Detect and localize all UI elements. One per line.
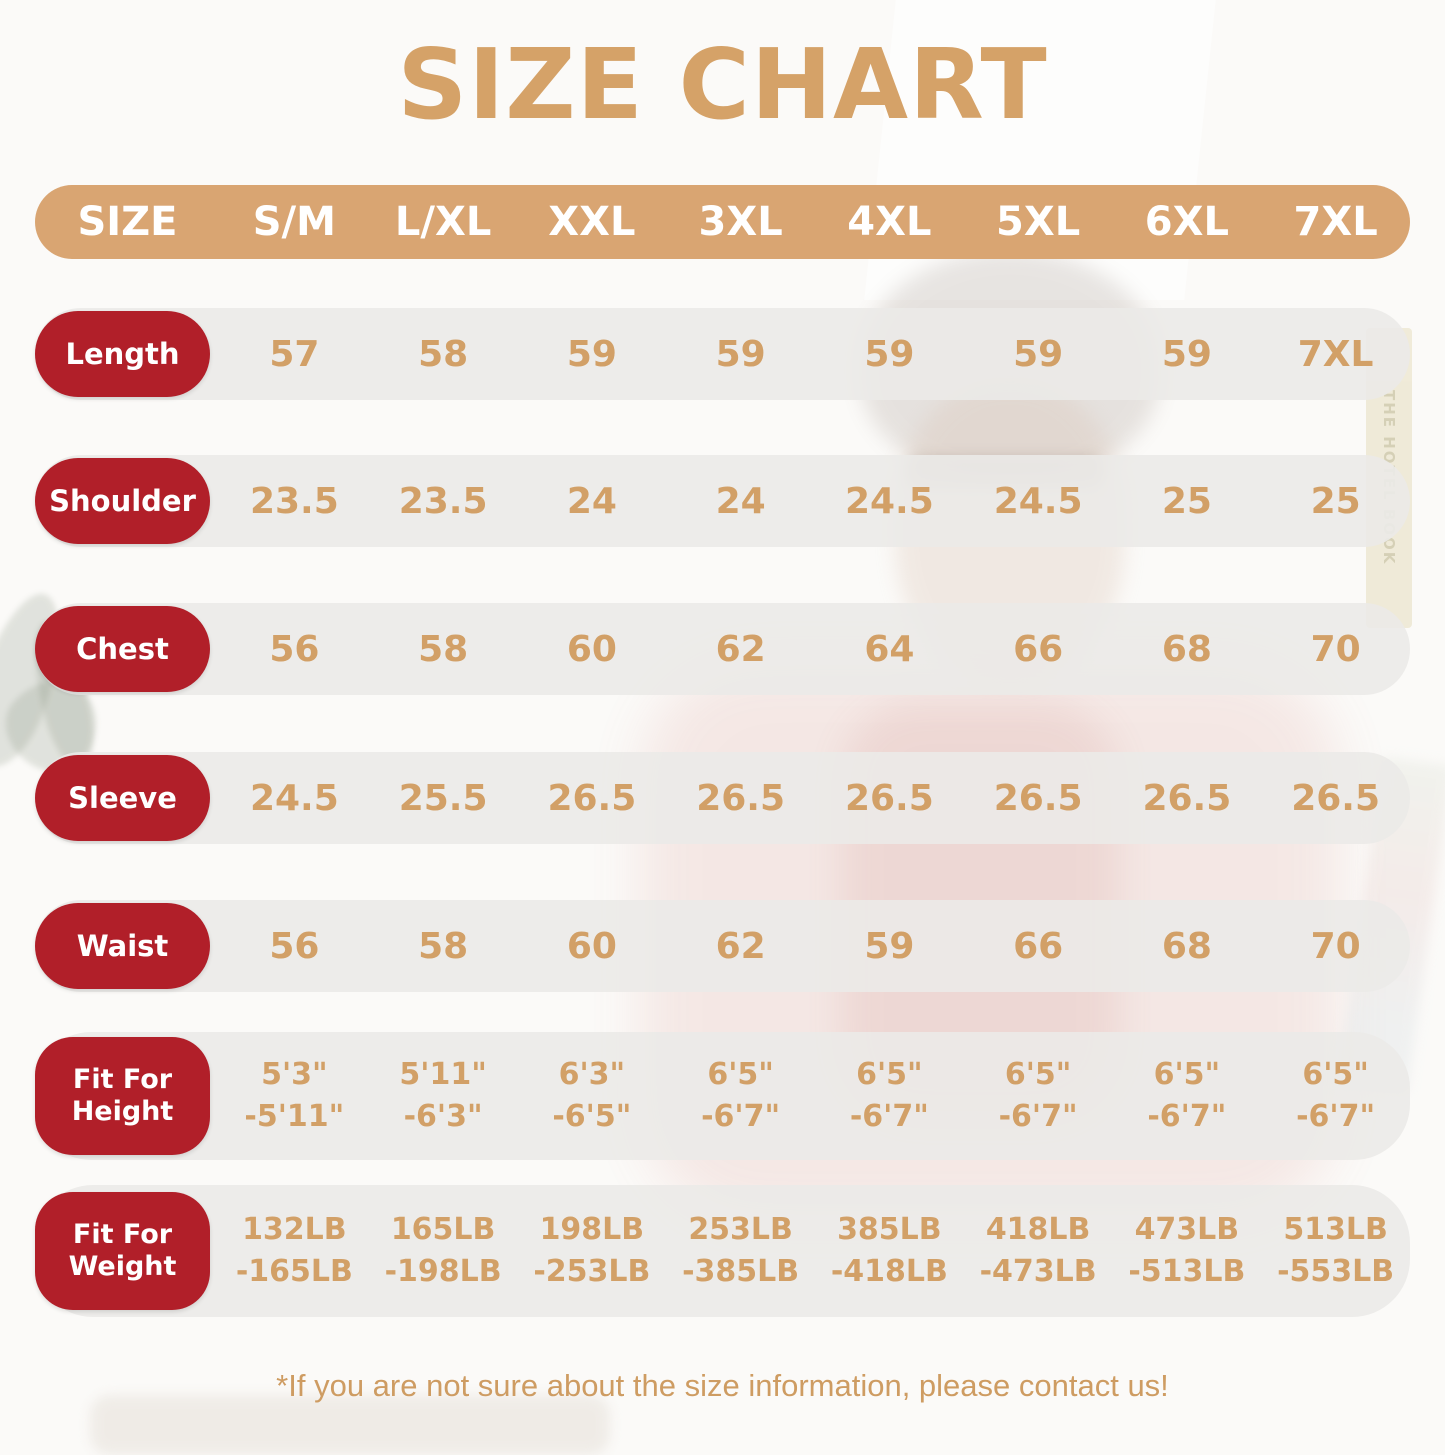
row-label-pill: Fit For Weight	[35, 1192, 210, 1310]
header-col-5xl: 5XL	[996, 199, 1081, 245]
table-cell: 58	[418, 925, 469, 967]
table-cell: 132LB -165LB	[235, 1212, 353, 1289]
table-cell: 385LB -418LB	[830, 1212, 948, 1289]
table-cell: 24	[566, 480, 617, 522]
table-cell: 25	[1161, 480, 1212, 522]
table-cell: 23.5	[249, 480, 339, 522]
size-header-row: SIZE S/M L/XL XXL 3XL 4XL 5XL 6XL 7XL	[35, 185, 1410, 259]
table-cell: 5'11" -6'3"	[399, 1057, 487, 1134]
table-cell: 56	[269, 628, 320, 670]
table-cell: 59	[864, 925, 915, 967]
table-cell: 165LB -198LB	[384, 1212, 502, 1289]
table-cell: 68	[1161, 925, 1212, 967]
table-cell: 23.5	[398, 480, 488, 522]
table-cell: 25	[1310, 480, 1361, 522]
table-cell: 6'3" -6'5"	[552, 1057, 632, 1134]
table-row-waist: Waist 56 58 60 62 59 66 68 70	[35, 900, 1410, 992]
row-label-pill: Sleeve	[35, 755, 210, 841]
header-col-7xl: 7XL	[1293, 199, 1378, 245]
table-cell: 60	[566, 925, 617, 967]
table-cell: 58	[418, 628, 469, 670]
table-row-length: Length 57 58 59 59 59 59 59 7XL	[35, 308, 1410, 400]
table-cell: 6'5" -6'7"	[701, 1057, 781, 1134]
table-cell: 5'3" -5'11"	[244, 1057, 345, 1134]
table-row-sleeve: Sleeve 24.5 25.5 26.5 26.5 26.5 26.5 26.…	[35, 752, 1410, 844]
table-cell: 26.5	[1291, 777, 1381, 819]
header-size-label: SIZE	[77, 199, 178, 245]
table-cell: 26.5	[547, 777, 637, 819]
table-cell: 59	[864, 333, 915, 375]
table-cell: 66	[1013, 925, 1064, 967]
table-cell: 59	[566, 333, 617, 375]
table-row-chest: Chest 56 58 60 62 64 66 68 70	[35, 603, 1410, 695]
table-cell: 59	[715, 333, 766, 375]
table-row-shoulder: Shoulder 23.5 23.5 24 24 24.5 24.5 25 25	[35, 455, 1410, 547]
table-cell: 198LB -253LB	[533, 1212, 651, 1289]
footer-note: *If you are not sure about the size info…	[276, 1368, 1169, 1403]
table-cell: 26.5	[1142, 777, 1232, 819]
table-cell: 59	[1013, 333, 1064, 375]
table-cell: 64	[864, 628, 915, 670]
table-cell: 57	[269, 333, 320, 375]
background-couch	[90, 1395, 610, 1455]
table-cell: 70	[1310, 925, 1361, 967]
header-col-3xl: 3XL	[698, 199, 783, 245]
table-cell: 26.5	[696, 777, 786, 819]
table-cell: 62	[715, 925, 766, 967]
table-row-fit-height: Fit For Height 5'3" -5'11" 5'11" -6'3" 6…	[35, 1032, 1410, 1160]
table-row-fit-weight: Fit For Weight 132LB -165LB 165LB -198LB…	[35, 1185, 1410, 1317]
row-label-line1: Fit For	[72, 1064, 173, 1096]
header-col-4xl: 4XL	[847, 199, 932, 245]
header-col-sm: S/M	[252, 199, 336, 245]
row-label-pill: Fit For Height	[35, 1037, 210, 1155]
row-label: Chest	[76, 631, 169, 666]
table-cell: 25.5	[398, 777, 488, 819]
row-label-pill: Chest	[35, 606, 210, 692]
table-cell: 70	[1310, 628, 1361, 670]
table-cell: 513LB -553LB	[1277, 1212, 1395, 1289]
row-label-line1: Fit For	[72, 1219, 173, 1251]
table-cell: 24	[715, 480, 766, 522]
table-cell: 24.5	[993, 480, 1083, 522]
header-col-6xl: 6XL	[1144, 199, 1229, 245]
table-cell: 56	[269, 925, 320, 967]
table-cell: 26.5	[993, 777, 1083, 819]
table-cell: 66	[1013, 628, 1064, 670]
row-label-pill: Shoulder	[35, 458, 210, 544]
table-cell: 62	[715, 628, 766, 670]
table-cell: 418LB -473LB	[979, 1212, 1097, 1289]
table-cell: 253LB -385LB	[682, 1212, 800, 1289]
row-label: Shoulder	[49, 483, 196, 518]
row-label-line2: Weight	[68, 1251, 177, 1282]
table-cell: 473LB -513LB	[1128, 1212, 1246, 1289]
table-cell: 6'5" -6'7"	[849, 1057, 929, 1134]
page-title: SIZE CHART	[397, 28, 1048, 141]
table-cell: 58	[418, 333, 469, 375]
table-cell: 6'5" -6'7"	[1296, 1057, 1376, 1134]
row-label-pill: Waist	[35, 903, 210, 989]
header-col-lxl: L/XL	[394, 199, 492, 245]
table-cell: 24.5	[249, 777, 339, 819]
table-cell: 6'5" -6'7"	[998, 1057, 1078, 1134]
row-label: Length	[65, 336, 180, 371]
table-cell: 7XL	[1297, 333, 1374, 375]
row-label-line2: Height	[71, 1096, 174, 1127]
row-label-pill: Length	[35, 311, 210, 397]
table-cell: 26.5	[844, 777, 934, 819]
table-cell: 68	[1161, 628, 1212, 670]
row-label: Waist	[76, 928, 169, 963]
table-cell: 59	[1161, 333, 1212, 375]
table-cell: 24.5	[844, 480, 934, 522]
header-col-xxl: XXL	[548, 199, 636, 245]
row-label: Sleeve	[68, 780, 177, 815]
table-cell: 60	[566, 628, 617, 670]
table-cell: 6'5" -6'7"	[1147, 1057, 1227, 1134]
